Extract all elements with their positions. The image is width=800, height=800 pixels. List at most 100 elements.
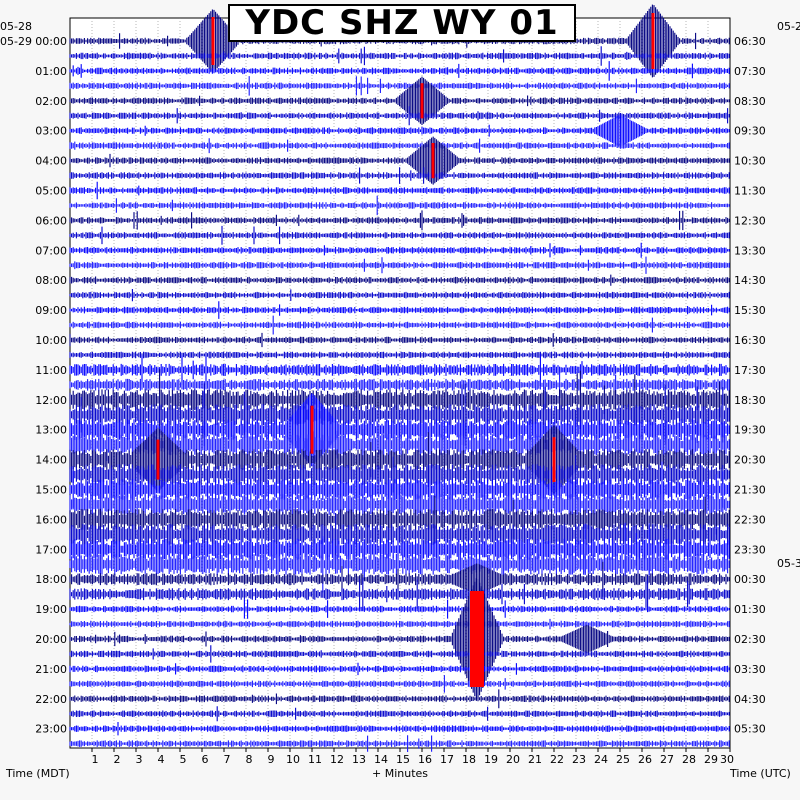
- right-hour-label: 00:30: [734, 573, 766, 586]
- trace-row: [69, 425, 730, 494]
- trace-row: [69, 76, 730, 125]
- right-hour-label: 03:30: [734, 663, 766, 676]
- right-time-labels: 06:30 07:30 08:30 09:30 10:30 11:30 12:30 13:30…: [734, 35, 766, 736]
- left-hour-label: 16:00: [35, 513, 67, 526]
- left-hour-label: 09:00: [35, 304, 67, 317]
- trace-row: [69, 474, 730, 535]
- x-tick-label: 1: [92, 753, 99, 766]
- x-tick-label: 23: [572, 753, 586, 766]
- x-tick-label: 15: [396, 753, 410, 766]
- clipped-event: [156, 439, 160, 480]
- trace-row: [69, 536, 730, 593]
- x-tick-label: 2: [114, 753, 121, 766]
- x-tick-label: 17: [440, 753, 454, 766]
- clipped-event: [470, 591, 484, 687]
- x-tick-label: 10: [286, 753, 300, 766]
- trace-row: [69, 383, 730, 447]
- x-tick-label: 3: [136, 753, 143, 766]
- clipped-event: [552, 437, 556, 482]
- trace-row: [69, 289, 730, 302]
- clipped-event: [651, 13, 655, 69]
- x-tick-label: 19: [484, 753, 498, 766]
- trace-row: [69, 706, 730, 722]
- left-hour-label: 02:00: [35, 95, 67, 108]
- trace-row: [69, 76, 730, 96]
- trace-row: [69, 61, 730, 81]
- left-date-label-top: 05-28: [0, 20, 32, 33]
- trace-row: [69, 136, 730, 185]
- right-hour-label: 17:30: [734, 364, 766, 377]
- trace-row: [69, 599, 730, 619]
- trace-row: [69, 454, 730, 495]
- trace-row: [69, 371, 730, 398]
- right-hour-label: 04:30: [734, 693, 766, 706]
- trace-row: [69, 353, 730, 386]
- trace-row: [69, 645, 730, 663]
- x-tick-label: 8: [246, 753, 253, 766]
- right-hour-label: 19:30: [734, 424, 766, 437]
- x-tick-label: 12: [330, 753, 344, 766]
- seismic-traces: [69, 4, 730, 752]
- left-hour-label: 03:00: [35, 125, 67, 138]
- right-hour-label: 01:30: [734, 603, 766, 616]
- trace-row: [69, 256, 730, 274]
- left-hour-label: 23:00: [35, 723, 67, 736]
- trace-row: [69, 332, 730, 348]
- chart-title: YDC SHZ WY 01: [245, 3, 559, 43]
- trace-row: [69, 46, 730, 66]
- left-hour-label: 05:00: [35, 185, 67, 198]
- right-hour-label: 08:30: [734, 95, 766, 108]
- left-hour-label: 06:00: [35, 214, 67, 227]
- right-date-label-top: 05-2: [777, 20, 800, 33]
- left-hour-label: 20:00: [35, 633, 67, 646]
- right-hour-label: 06:30: [734, 35, 766, 48]
- x-tick-label: 11: [308, 753, 322, 766]
- trace-row: [69, 195, 730, 216]
- x-axis-label: + Minutes: [372, 767, 428, 780]
- x-tick-label: 14: [374, 753, 388, 766]
- trace-row: [69, 662, 730, 676]
- right-hour-label: 10:30: [734, 155, 766, 168]
- trace-row: [69, 689, 730, 709]
- right-hour-label: 15:30: [734, 304, 766, 317]
- right-hour-label: 18:30: [734, 394, 766, 407]
- x-tick-label: 28: [682, 753, 696, 766]
- right-hour-label: 05:30: [734, 723, 766, 736]
- x-tick-label: 4: [158, 753, 165, 766]
- trace-row: [69, 114, 730, 147]
- x-tick-label: 29: [704, 753, 718, 766]
- trace-row: [69, 495, 730, 544]
- x-tick-label: 9: [268, 753, 275, 766]
- x-tick-label: 13: [352, 753, 366, 766]
- trace-row: [69, 735, 730, 752]
- right-hour-label: 07:30: [734, 65, 766, 78]
- left-hour-label: 12:00: [35, 394, 67, 407]
- x-tick-label: 18: [462, 753, 476, 766]
- trace-row: [69, 522, 730, 576]
- right-hour-label: 02:30: [734, 633, 766, 646]
- right-hour-label: 12:30: [734, 214, 766, 227]
- x-tick-label: 20: [506, 753, 520, 766]
- trace-row: [69, 675, 730, 693]
- trace-row: [69, 301, 730, 319]
- trace-row: [69, 181, 730, 200]
- right-hour-label: 16:30: [734, 334, 766, 347]
- right-hour-label: 11:30: [734, 185, 766, 198]
- trace-row: [69, 242, 730, 258]
- left-hour-label: 07:00: [35, 244, 67, 257]
- clipped-event: [310, 405, 314, 454]
- right-hour-label: 14:30: [734, 274, 766, 287]
- x-tick-label: 25: [616, 753, 630, 766]
- trace-row: [69, 369, 730, 431]
- left-hour-label: 19:00: [35, 603, 67, 616]
- trace-row: [69, 461, 730, 518]
- trace-row: [69, 576, 730, 613]
- trace-row: [69, 351, 730, 359]
- right-date-label-mid: 05-3: [777, 557, 800, 570]
- left-hour-label: 22:00: [35, 693, 67, 706]
- left-hour-label: 08:00: [35, 274, 67, 287]
- left-hour-label: 15:00: [35, 484, 67, 497]
- clipped-event: [420, 83, 424, 119]
- right-hour-label: 23:30: [734, 543, 766, 556]
- left-hour-label: 00:00: [35, 35, 67, 48]
